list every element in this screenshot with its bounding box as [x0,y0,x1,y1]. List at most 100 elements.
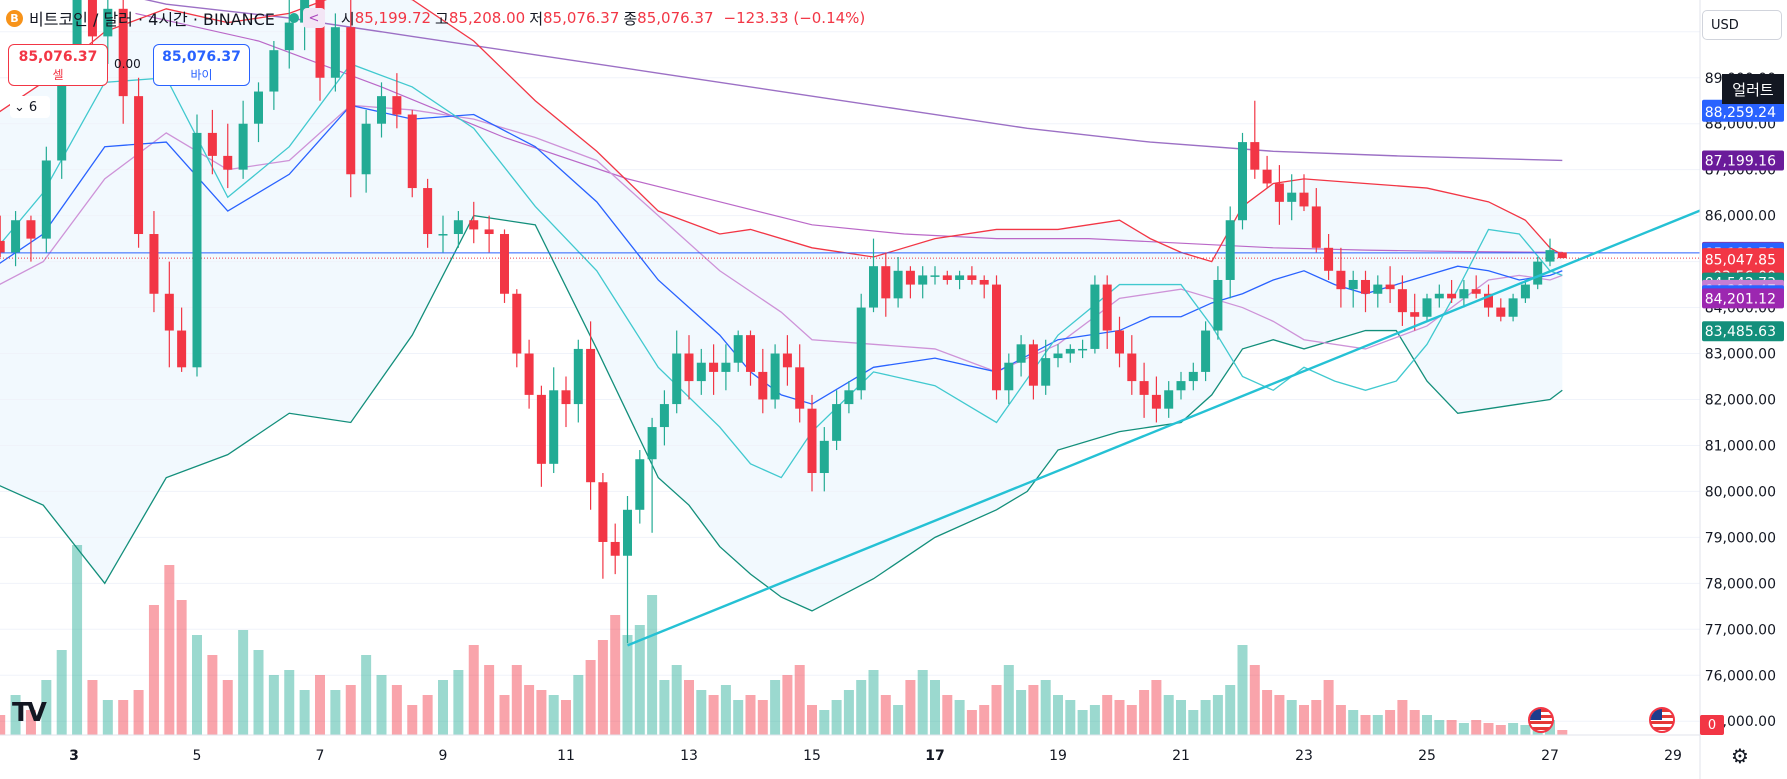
candle-body [832,404,842,441]
volume-bar [376,675,387,735]
candle-body [733,335,743,363]
candle-body [1471,289,1481,294]
volume-bar [422,695,433,735]
candle-body [164,293,174,331]
candle-body [758,371,768,400]
candle-body [1299,192,1309,207]
volume-bar [315,675,325,735]
volume-bar [253,650,264,735]
candle-body [1520,284,1530,299]
sell-button[interactable]: 85,076.37 셀 [8,44,108,86]
volume-bar [794,665,805,735]
candle-body [423,188,433,235]
volume-bar [1151,680,1162,735]
candle-body [586,348,596,483]
buy-label: 바이 [190,68,213,82]
x-tick-label: 3 [69,748,79,764]
ma-cyan-line [0,63,1563,479]
candle-body [1336,270,1346,290]
buy-price: 85,076.37 [162,49,241,65]
candle-body [1078,348,1088,351]
y-tick-label: 77,000.00 [1705,622,1776,638]
x-tick-label: 25 [1418,748,1436,764]
candle-body [41,160,51,239]
buy-button[interactable]: 85,076.37 바이 [153,44,250,86]
candle-body [1557,252,1567,259]
volume-bar [102,700,113,735]
candle-body [819,440,829,474]
candle-body [57,73,67,161]
candle-body [1065,348,1075,354]
volume-bar [207,655,218,735]
y-tick-label: 81,000.00 [1705,438,1776,454]
price-tag [1702,101,1784,122]
volume-bar [1471,720,1482,735]
volume-bar [1434,720,1445,735]
candle-body [770,353,780,400]
share-icon[interactable]: < [302,8,325,28]
spread-value: 0.00 [114,57,141,71]
price-tag [1702,150,1784,171]
candle-body [1053,353,1063,359]
candle-body [207,132,217,156]
candle-body [149,234,159,294]
gear-icon[interactable]: ⚙ [1731,744,1749,768]
currency-select[interactable]: USD [1702,10,1782,40]
volume-bar [733,700,744,735]
volume-bar [548,695,559,735]
candle-body [1090,284,1100,349]
chevron-down-icon: ⌄ [14,99,25,115]
volume-bar [1003,665,1014,735]
y-tick-label: 76,000.00 [1705,668,1776,684]
volume-bar [868,670,879,735]
volume-bar [831,700,842,735]
close-value: 85,076.37 [637,9,714,27]
candle-body [979,279,989,285]
candle-body [1188,371,1198,382]
volume-bar [1040,680,1051,735]
volume-bar [1139,690,1150,735]
candle-body [1250,142,1260,170]
candle-body [1459,289,1469,299]
us-flag-event-icon[interactable] [1649,707,1675,733]
candle-body [905,270,915,285]
candle-body [1410,312,1420,317]
volume-bar [1446,720,1457,735]
indicator-count: 6 [28,99,38,115]
candle-body [1028,344,1038,386]
y-tick-label: 82,000.00 [1705,392,1776,408]
volume-bar [634,625,645,735]
indicators-toggle[interactable]: ⌄ 6 [10,96,50,118]
volume-bar [647,595,658,735]
volume-bar [1065,700,1076,735]
candle-body [893,270,903,299]
volume-bar [407,705,418,735]
candle-body [26,220,36,239]
candle-body [623,509,632,556]
volume-bar [1299,705,1309,735]
y-tick-label: 86,000.00 [1705,209,1776,225]
candle-body [746,335,755,372]
tradingview-logo-icon[interactable]: TV [12,698,47,728]
candle-body [573,348,583,405]
volume-bar [10,695,21,735]
volume-bar [1311,700,1322,735]
candle-body [1213,279,1223,331]
candle-body [1151,394,1161,409]
candle-body [1004,362,1014,391]
volume-bar [1016,690,1027,735]
volume-bar [268,675,279,735]
symbol-title[interactable]: 비트코인 / 달러 · 4시간 · BINANCE [29,10,275,29]
candle-body [524,353,534,395]
x-tick-label: 21 [1172,748,1190,764]
x-tick-label: 15 [803,748,821,764]
volume-bar [1200,700,1211,735]
price-tag [1702,249,1784,270]
ma-lilac-line [135,12,1563,254]
us-flag-event-icon[interactable] [1528,707,1554,733]
x-tick-label: 7 [316,748,325,764]
events-count-badge[interactable]: 0 [1700,715,1724,735]
candle-body [1201,330,1211,372]
volume-bar [468,645,479,735]
